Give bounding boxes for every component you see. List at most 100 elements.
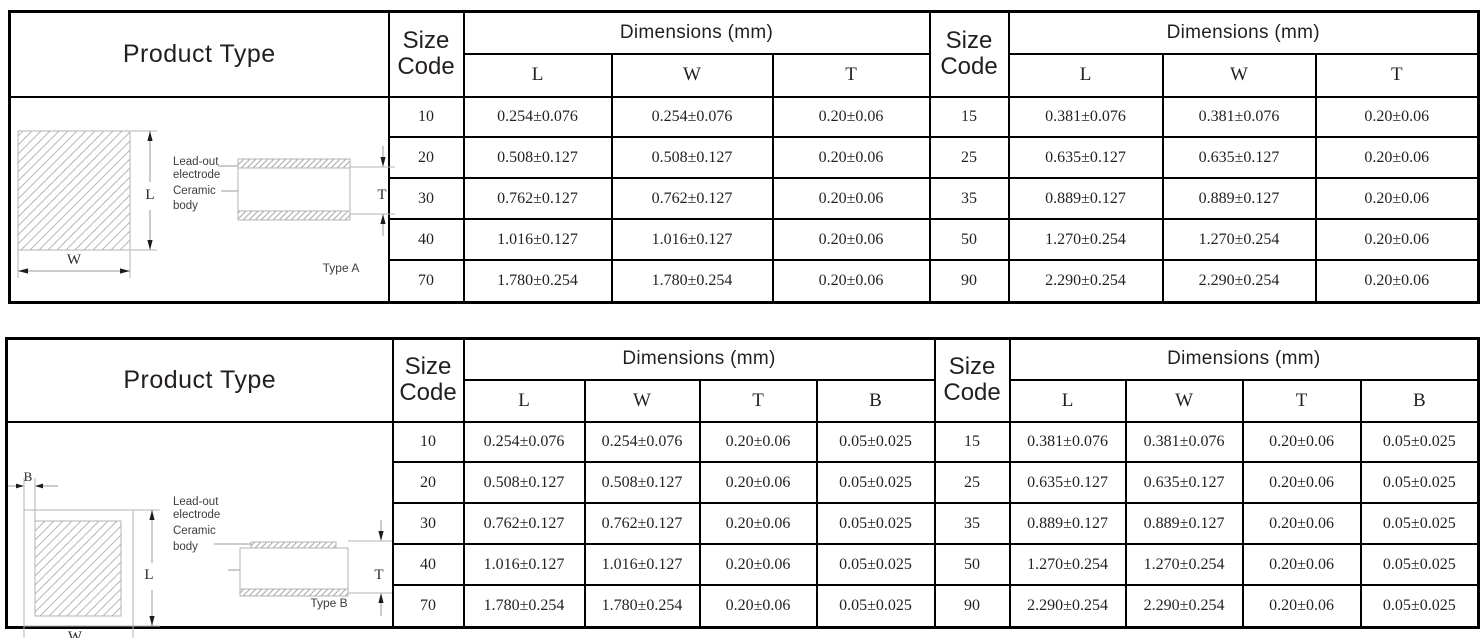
table-row: 20 0.508±0.127 0.508±0.127 0.20±0.06 25 … <box>10 136 1480 180</box>
front-view <box>23 509 134 626</box>
dim-label-w: W <box>67 252 82 268</box>
dim-t-cell: 0.20±0.06 <box>1314 95 1480 139</box>
type-b-spec-table: Product Type Size Code Dimensions (mm) S… <box>5 337 1481 638</box>
dim-l-cell: 0.889±0.127 <box>1008 502 1127 546</box>
col-header-w-left: W <box>583 378 701 423</box>
dim-t-cell: 0.20±0.06 <box>1314 259 1480 304</box>
dim-l-cell: 2.290±0.254 <box>1008 584 1127 629</box>
dim-l-cell: 0.635±0.127 <box>1007 136 1164 180</box>
size-code-cell: 30 <box>391 502 465 546</box>
dim-b-cell: 0.05±0.025 <box>1359 584 1480 629</box>
dim-label-l: L <box>145 187 154 203</box>
col-header-t-right: T <box>1241 378 1362 423</box>
col-header-w-left: W <box>610 52 774 98</box>
size-code-header-left: Size Code <box>391 337 465 423</box>
size-code-cell: 50 <box>928 218 1010 262</box>
dim-b-cell: 0.05±0.025 <box>815 584 936 629</box>
size-code-cell: 35 <box>933 502 1011 546</box>
dim-label-t: T <box>374 567 383 583</box>
size-code-cell: 10 <box>387 95 465 139</box>
dim-l-cell: 0.635±0.127 <box>1008 461 1127 505</box>
type-b-diagram-cell: B L W Lead-out electrode <box>5 420 394 638</box>
dim-label-b: B <box>24 469 33 484</box>
dim-w-cell: 1.016±0.127 <box>610 218 774 262</box>
t-dimension: T <box>348 519 392 616</box>
dim-t-cell: 0.20±0.06 <box>771 95 931 139</box>
l-dimension: L <box>133 509 160 626</box>
type-a-diagram-cell: L W Lead-out electrode Ceramic body <box>8 95 395 304</box>
col-header-t-left: T <box>771 52 931 98</box>
dim-label-t: T <box>377 187 386 203</box>
dim-b-cell: 0.05±0.025 <box>1359 543 1480 587</box>
dim-t-cell: 0.20±0.06 <box>1241 584 1362 629</box>
size-code-cell: 25 <box>928 136 1010 180</box>
dim-w-cell: 0.889±0.127 <box>1161 177 1317 221</box>
table-row: 70 1.780±0.254 1.780±0.254 0.20±0.06 90 … <box>10 259 1480 304</box>
dim-t-cell: 0.20±0.06 <box>698 543 818 587</box>
dim-label-w: W <box>68 629 83 638</box>
lead-out-label-1: Lead-out <box>173 496 219 508</box>
type-b-label: Type B <box>310 596 347 610</box>
b-dimension: B <box>8 469 58 521</box>
w-dimension: W <box>17 249 131 278</box>
dimensions-header-right: Dimensions (mm) <box>1007 10 1480 55</box>
dim-t-cell: 0.20±0.06 <box>771 259 931 304</box>
lead-out-label-2: electrode <box>173 169 220 181</box>
dim-l-cell: 0.889±0.127 <box>1007 177 1164 221</box>
size-code-cell: 15 <box>933 420 1011 464</box>
table-row: L W Lead-out electrode Ceramic body <box>8 95 1480 304</box>
size-code-cell: 70 <box>391 584 465 629</box>
dim-w-cell: 1.780±0.254 <box>610 259 774 304</box>
col-header-l-right: L <box>1008 378 1127 423</box>
size-code-header-right: Size Code <box>933 337 1011 423</box>
dimensions-header-left: Dimensions (mm) <box>462 337 936 381</box>
header-row-2: L W T B L W T B <box>7 378 1480 423</box>
dim-label-l: L <box>144 567 153 583</box>
size-code-cell: 90 <box>933 584 1011 629</box>
l-dimension: L <box>131 130 157 250</box>
dim-w-cell: 0.508±0.127 <box>583 461 701 505</box>
part-labels: Lead-out electrode Ceramic body <box>173 156 245 212</box>
dim-l-cell: 0.508±0.127 <box>462 461 586 505</box>
size-code-cell: 30 <box>387 177 465 221</box>
dim-b-cell: 0.05±0.025 <box>1359 420 1480 464</box>
dim-l-cell: 0.381±0.076 <box>1008 420 1127 464</box>
dim-w-cell: 2.290±0.254 <box>1124 584 1244 629</box>
table-row: 40 1.016±0.127 1.016±0.127 0.20±0.06 0.0… <box>7 543 1480 587</box>
dim-t-cell: 0.20±0.06 <box>698 420 818 464</box>
part-labels: Lead-out electrode Ceramic body <box>173 496 260 570</box>
size-code-cell: 25 <box>933 461 1011 505</box>
col-header-b-left: B <box>815 378 936 423</box>
front-view <box>17 130 131 250</box>
col-header-w-right: W <box>1161 52 1317 98</box>
header-row-1: Product Type Size Code Dimensions (mm) S… <box>8 10 1480 98</box>
dim-l-cell: 0.762±0.127 <box>462 502 586 546</box>
size-code-cell: 70 <box>387 259 465 304</box>
lead-out-label-2: electrode <box>173 509 220 521</box>
dim-b-cell: 0.05±0.025 <box>1359 461 1480 505</box>
dim-t-cell: 0.20±0.06 <box>771 136 931 180</box>
size-code-header-right: Size Code <box>928 10 1010 98</box>
t-dimension: T <box>350 145 395 236</box>
dim-w-cell: 0.762±0.127 <box>610 177 774 221</box>
dim-t-cell: 0.20±0.06 <box>1241 420 1362 464</box>
ceramic-label-2: body <box>173 541 198 553</box>
dim-t-cell: 0.20±0.06 <box>698 584 818 629</box>
dim-w-cell: 0.635±0.127 <box>1124 461 1244 505</box>
dim-w-cell: 0.381±0.076 <box>1161 95 1317 139</box>
dim-w-cell: 1.016±0.127 <box>583 543 701 587</box>
dim-w-cell: 1.780±0.254 <box>583 584 701 629</box>
table-row: 40 1.016±0.127 1.016±0.127 0.20±0.06 50 … <box>10 218 1480 262</box>
dim-w-cell: 0.889±0.127 <box>1124 502 1244 546</box>
dim-w-cell: 2.290±0.254 <box>1161 259 1317 304</box>
table-row: 30 0.762±0.127 0.762±0.127 0.20±0.06 0.0… <box>7 502 1480 546</box>
size-code-cell: 90 <box>928 259 1010 304</box>
dim-w-cell: 0.762±0.127 <box>583 502 701 546</box>
dim-b-cell: 0.05±0.025 <box>815 502 936 546</box>
ceramic-label-1: Ceramic <box>173 525 216 537</box>
dim-l-cell: 0.254±0.076 <box>462 95 613 139</box>
dim-w-cell: 0.508±0.127 <box>610 136 774 180</box>
col-header-l-left: L <box>462 378 586 423</box>
table-row: 20 0.508±0.127 0.508±0.127 0.20±0.06 0.0… <box>7 461 1480 505</box>
type-a-diagram: L W Lead-out electrode Ceramic body <box>17 130 395 278</box>
